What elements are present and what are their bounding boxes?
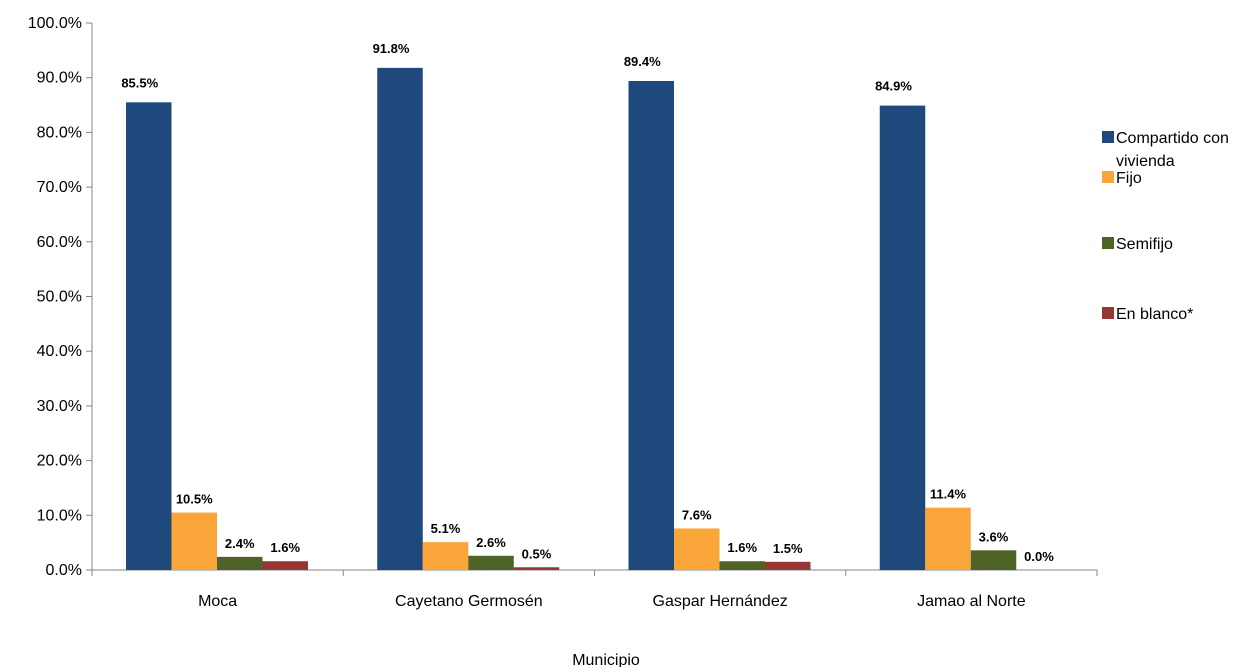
y-tick-label: 40.0% — [37, 343, 82, 360]
data-label: 2.4% — [225, 536, 255, 551]
legend-label: Fijo — [1116, 170, 1142, 187]
data-label: 5.1% — [431, 521, 461, 536]
data-label: 84.9% — [875, 79, 912, 94]
legend-swatch — [1102, 171, 1114, 183]
data-label: 91.8% — [373, 41, 410, 56]
data-label: 1.5% — [773, 541, 803, 556]
legend-swatch — [1102, 307, 1114, 319]
y-tick-label: 20.0% — [37, 453, 82, 470]
data-label: 85.5% — [121, 75, 158, 90]
bar — [628, 80, 674, 571]
y-tick-label: 50.0% — [37, 289, 82, 306]
legend-swatch — [1102, 237, 1114, 249]
x-axis: Moca Cayetano Germosén Gaspar Hernández Jam… — [91, 569, 1098, 610]
y-tick-label: 70.0% — [37, 179, 82, 196]
legend-label: vivienda — [1116, 153, 1175, 170]
y-tick-label: 60.0% — [37, 234, 82, 251]
data-label: 11.4% — [930, 487, 967, 502]
y-tick-label: 80.0% — [37, 124, 82, 141]
data-label: 7.6% — [682, 507, 712, 522]
data-label: 0.0% — [1024, 549, 1054, 564]
legend-label: Semifijo — [1116, 236, 1173, 253]
bar — [879, 105, 926, 571]
x-axis-title: Municipio — [572, 652, 640, 667]
x-category-label: Jamao al Norte — [917, 593, 1026, 610]
x-category-label: Moca — [198, 593, 237, 610]
data-label: 0.5% — [522, 546, 552, 561]
bar — [422, 542, 469, 570]
data-label: 1.6% — [727, 540, 757, 555]
legend-label: En blanco* — [1116, 306, 1193, 323]
bar — [674, 528, 720, 570]
y-tick-label: 100.0% — [28, 15, 82, 32]
y-tick-label: 90.0% — [37, 70, 82, 87]
data-labels-group: 85.5% 10.5% 2.4% 1.6% 91.8% 5.1% 2.6% 0.5% 89.4%… — [121, 41, 1054, 564]
y-axis: 0.0% 10.0% 20.0% 30.0% 40.0% 50.0% 60.0% 70.0% 8… — [28, 15, 93, 579]
x-category-label: Gaspar Hernández — [653, 593, 788, 610]
bar — [468, 555, 514, 570]
bar — [925, 507, 971, 570]
bar — [171, 512, 217, 570]
legend-swatch — [1102, 131, 1114, 143]
data-label: 1.6% — [270, 540, 300, 555]
data-label: 89.4% — [624, 54, 661, 69]
y-tick-label: 30.0% — [37, 398, 82, 415]
data-label: 10.5% — [176, 492, 213, 507]
bar — [217, 556, 263, 570]
data-label: 3.6% — [979, 529, 1009, 544]
bar — [765, 561, 811, 570]
bar — [970, 550, 1017, 570]
bar — [262, 561, 308, 570]
bar — [377, 67, 423, 570]
y-tick-label: 0.0% — [46, 562, 82, 579]
legend-label: Compartido con — [1116, 130, 1229, 147]
y-tick-label: 10.0% — [37, 507, 82, 524]
bars-group — [126, 67, 1017, 571]
bar — [513, 567, 560, 570]
data-label: 2.6% — [476, 535, 506, 550]
bar — [126, 102, 172, 570]
x-category-label: Cayetano Germosén — [395, 593, 543, 610]
bar — [719, 561, 765, 570]
